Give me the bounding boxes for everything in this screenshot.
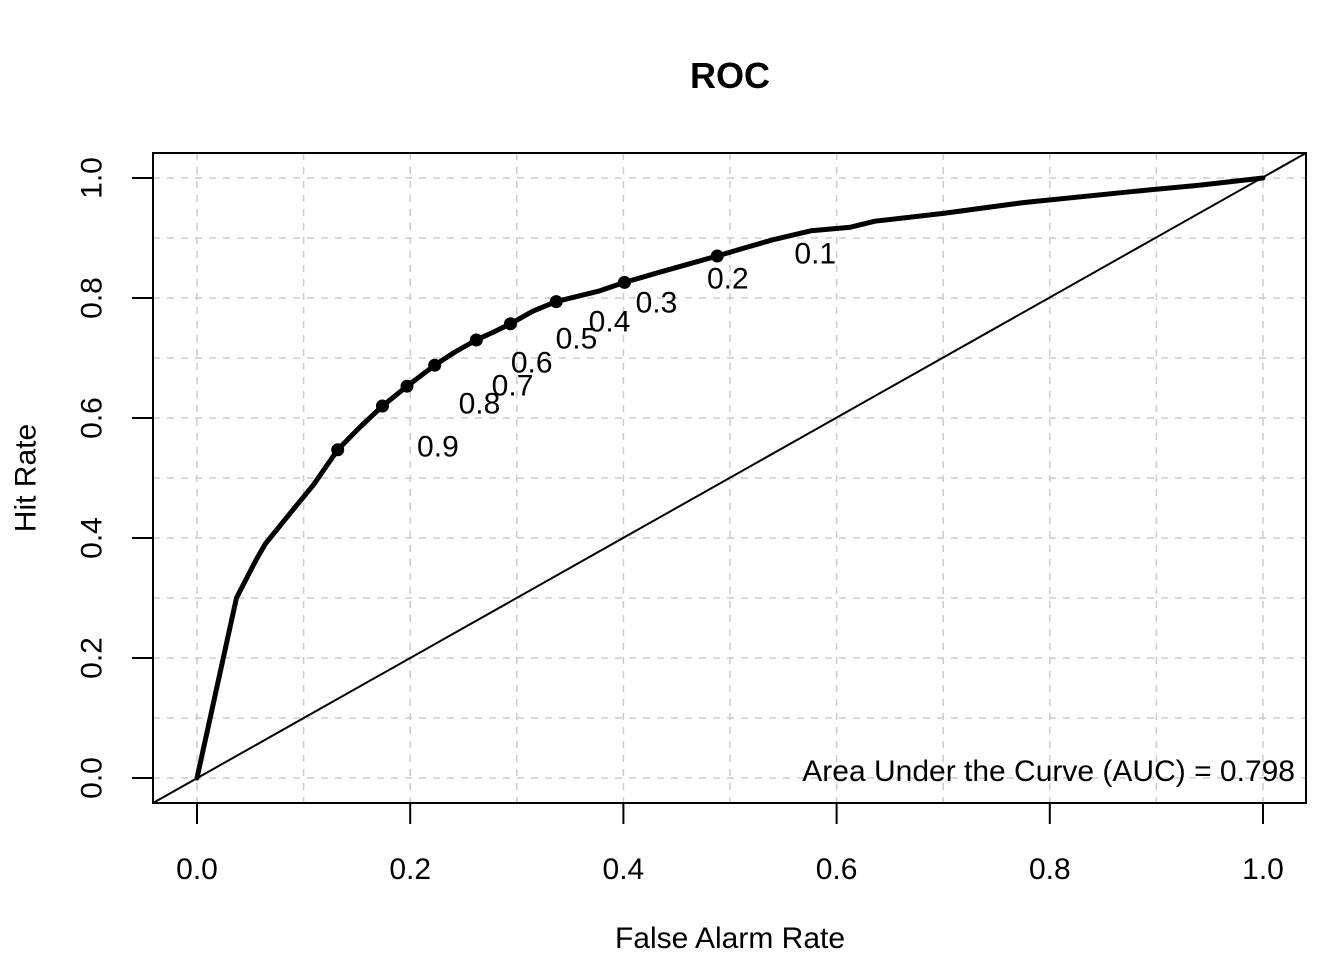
threshold-point bbox=[710, 249, 724, 263]
x-tick-label: 0.4 bbox=[603, 853, 645, 886]
x-tick-label: 0.2 bbox=[389, 853, 431, 886]
y-tick-label: 0.6 bbox=[76, 397, 109, 439]
threshold-point bbox=[428, 358, 442, 372]
roc-curve bbox=[194, 175, 1266, 781]
threshold-label: 0.1 bbox=[794, 238, 836, 271]
auc-annotation: Area Under the Curve (AUC) = 0.798 bbox=[802, 755, 1295, 788]
threshold-label: 0.8 bbox=[459, 388, 501, 421]
threshold-point bbox=[549, 295, 563, 309]
x-axis-title: False Alarm Rate bbox=[615, 922, 845, 955]
x-tick-label: 0.0 bbox=[176, 853, 218, 886]
threshold-point bbox=[400, 379, 414, 393]
threshold-point bbox=[503, 317, 517, 331]
threshold-labels: 0.90.80.70.60.50.40.3 0.2 0.1 bbox=[417, 238, 836, 464]
plot-border bbox=[152, 152, 1307, 804]
y-tick-label: 1.0 bbox=[76, 157, 109, 199]
threshold-label: 0.6 bbox=[511, 347, 553, 380]
y-tick-label: 0.4 bbox=[76, 517, 109, 559]
threshold-label: 0.3 bbox=[636, 287, 678, 320]
y-axis-title: Hit Rate bbox=[10, 424, 43, 532]
threshold-point bbox=[469, 333, 483, 347]
threshold-points bbox=[331, 249, 724, 457]
y-tick-label: 0.8 bbox=[76, 277, 109, 319]
threshold-point bbox=[375, 399, 389, 413]
threshold-label: 0.5 bbox=[556, 323, 598, 356]
x-tick-label: 1.0 bbox=[1242, 853, 1284, 886]
threshold-point bbox=[331, 443, 345, 457]
chance-diagonal-line bbox=[152, 152, 1307, 804]
x-tick-label: 0.6 bbox=[816, 853, 858, 886]
y-tick-label: 0.2 bbox=[76, 637, 109, 679]
axis-ticks: 0.0 0.2 0.4 0.6 0.8 1.0 0.0 0.2 0.4 0.6 0.8 1.0 bbox=[76, 157, 1284, 886]
x-tick-label: 0.8 bbox=[1029, 853, 1071, 886]
y-tick-label: 0.0 bbox=[76, 757, 109, 799]
threshold-label: 0.2 bbox=[707, 263, 749, 296]
threshold-label: 0.4 bbox=[589, 305, 631, 338]
threshold-point bbox=[617, 275, 631, 289]
chart-title: ROC bbox=[690, 55, 770, 96]
gridlines bbox=[153, 153, 1306, 803]
threshold-label: 0.9 bbox=[417, 431, 459, 464]
threshold-label: 0.7 bbox=[492, 370, 534, 403]
